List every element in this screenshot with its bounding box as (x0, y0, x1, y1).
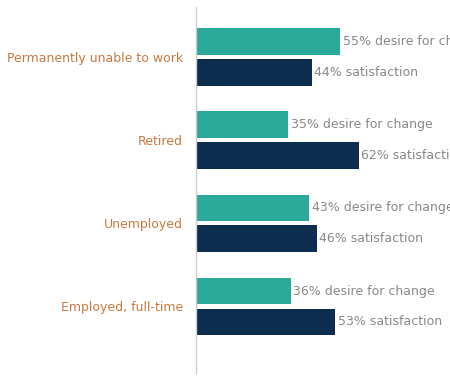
Text: 46% satisfaction: 46% satisfaction (320, 232, 423, 245)
Text: 53% satisfaction: 53% satisfaction (338, 315, 442, 328)
Bar (196, 225, 317, 252)
Text: 55% desire for change: 55% desire for change (343, 35, 450, 48)
Bar (196, 278, 291, 304)
Bar (196, 142, 359, 169)
Text: 44% satisfaction: 44% satisfaction (314, 66, 418, 79)
Text: 35% desire for change: 35% desire for change (291, 118, 432, 131)
Bar (196, 309, 335, 335)
Text: 36% desire for change: 36% desire for change (293, 285, 435, 298)
Bar (196, 111, 288, 138)
Bar (196, 195, 309, 221)
Bar (196, 28, 340, 55)
Bar (196, 59, 311, 86)
Text: 43% desire for change: 43% desire for change (311, 201, 450, 214)
Text: 62% satisfaction: 62% satisfaction (361, 149, 450, 162)
